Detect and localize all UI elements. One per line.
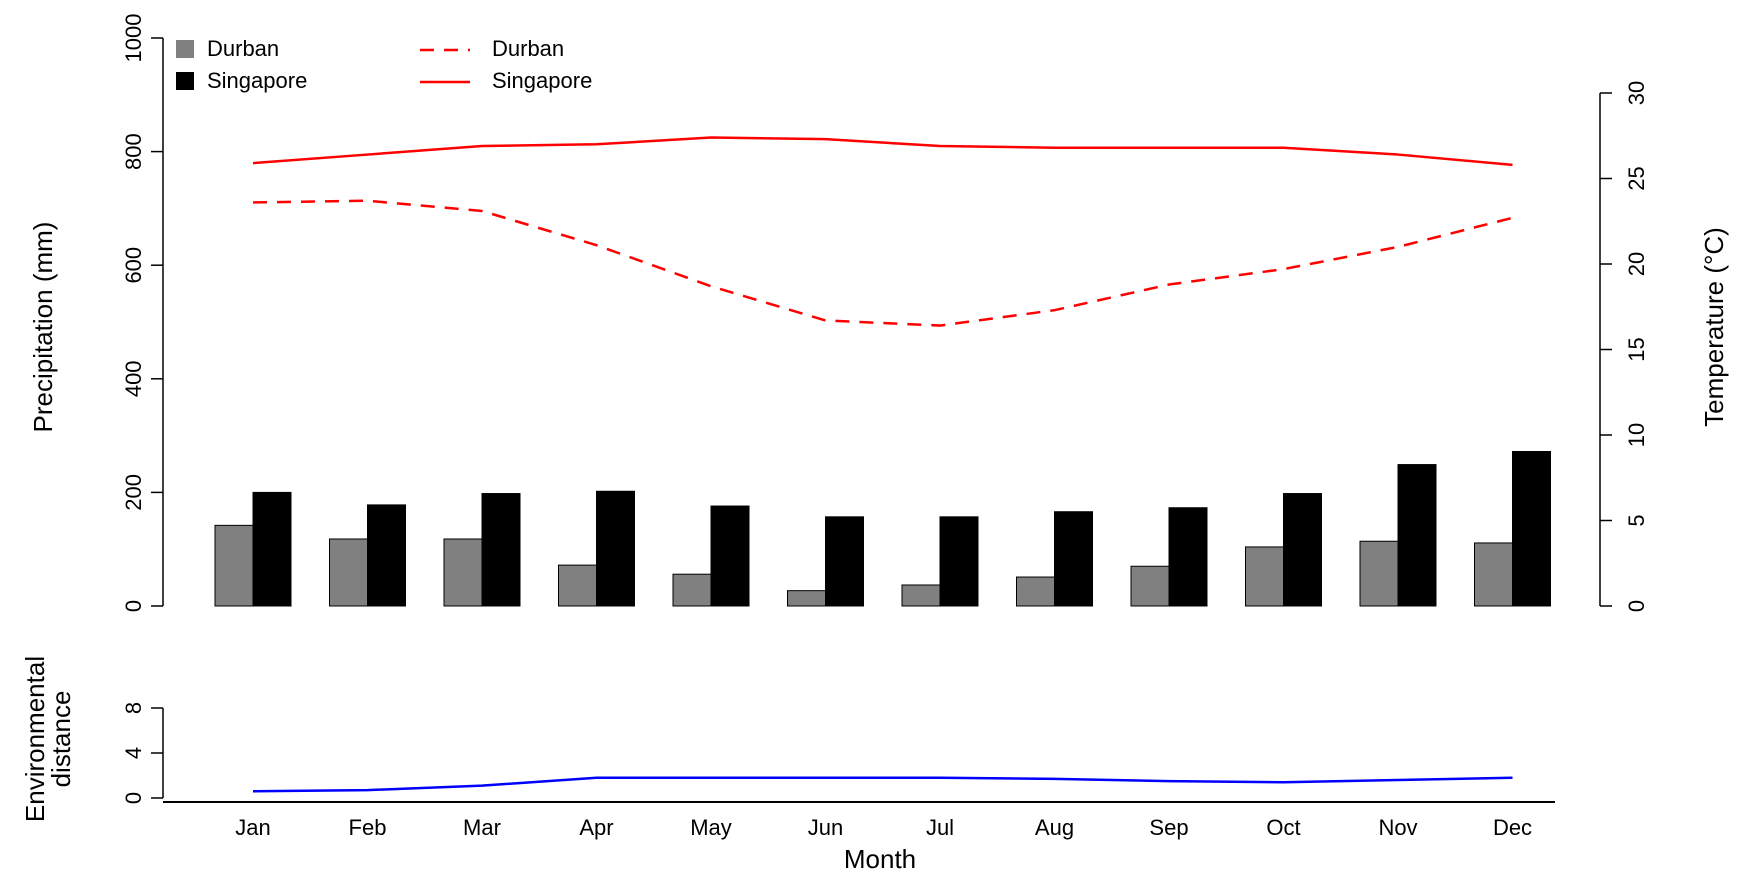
month-tick-label-jun: Jun [808,815,843,840]
bars-group [214,451,1551,607]
right-tick-label-5: 5 [1624,514,1649,526]
legend-label-line-durban: Durban [492,36,564,61]
bar-durban-jun [787,590,826,607]
bar-durban-feb [329,538,368,607]
month-tick-label-sep: Sep [1149,815,1188,840]
bar-durban-mar [443,538,483,607]
left-tick-label-200: 200 [121,474,146,511]
month-tick-label-feb: Feb [349,815,387,840]
bar-durban-jul [901,584,941,607]
bar-durban-oct [1245,546,1284,607]
bar-durban-may [672,573,712,607]
precipitation-axis-title: Precipitation (mm) [28,222,58,433]
month-tick-label-mar: Mar [463,815,501,840]
right-tick-label-10: 10 [1624,423,1649,447]
legend: Durban Singapore Durban Singapore [176,36,592,93]
bar-singapore-may [710,505,750,607]
distance-line-group [252,776,1513,793]
right-tick-label-30: 30 [1624,81,1649,105]
temperature-line-singapore-solid [252,136,1513,167]
bar-singapore-oct [1283,493,1322,607]
bar-durban-aug [1016,576,1055,607]
bar-singapore-aug [1054,511,1093,607]
right-tick-label-20: 20 [1624,252,1649,276]
month-tick-label-nov: Nov [1378,815,1417,840]
left-tick-label-400: 400 [121,360,146,397]
distance-tick-label-0: 0 [121,792,146,804]
bar-singapore-apr [596,490,635,607]
month-tick-label-jan: Jan [235,815,270,840]
precipitation-temperature-panel: 0 200 400 600 800 1000 0 5 10 15 20 25 30 Precipita… [28,14,1729,613]
month-tick-label-jul: Jul [926,815,954,840]
legend-swatch-durban [176,40,194,58]
temperature-lines-group [252,136,1513,327]
bar-singapore-dec [1512,451,1551,607]
distance-axis-title-line1: Environmental [20,656,50,822]
right-tick-label-15: 15 [1624,337,1649,361]
left-tick-label-1000: 1000 [121,14,146,63]
temperature-axis: 0 5 10 15 20 25 30 [1599,81,1649,612]
distance-axis: 0 4 8 [121,702,164,804]
right-tick-label-25: 25 [1624,166,1649,190]
bar-durban-dec [1474,542,1513,607]
legend-label-bar-durban: Durban [207,36,279,61]
bar-singapore-jan [252,491,292,607]
bar-singapore-mar [481,493,521,607]
legend-swatch-singapore [176,72,194,90]
distance-tick-label-4: 4 [121,747,146,759]
temperature-line-durban-dashed [252,199,1513,327]
bar-singapore-jul [939,516,979,607]
month-axis-title: Month [844,844,916,874]
bar-durban-jan [214,524,254,607]
bar-singapore-sep [1168,507,1208,607]
precipitation-axis: 0 200 400 600 800 1000 [121,14,164,612]
month-axis: Jan Feb Mar Apr May Jun Jul Aug Sep Oct Nov Dec [163,801,1555,840]
environmental-distance-panel: 0 4 8 Environmental distance Jan Feb Mar Apr M… [20,656,1555,874]
right-tick-label-0: 0 [1624,600,1649,612]
month-tick-label-oct: Oct [1266,815,1300,840]
month-tick-label-dec: Dec [1493,815,1532,840]
distance-axis-title-line2: distance [46,691,76,788]
distance-tick-label-8: 8 [121,702,146,714]
legend-label-line-singapore: Singapore [492,68,592,93]
bar-durban-sep [1130,565,1170,607]
bar-singapore-jun [825,516,864,607]
left-tick-label-600: 600 [121,247,146,284]
month-tick-label-aug: Aug [1035,815,1074,840]
temperature-axis-title: Temperature (°C) [1699,227,1729,427]
bar-durban-nov [1359,540,1399,607]
distance-line [252,776,1513,793]
left-tick-label-0: 0 [121,600,146,612]
bar-singapore-feb [367,504,406,607]
bar-singapore-nov [1397,464,1437,607]
bar-durban-apr [558,564,597,607]
left-tick-label-800: 800 [121,133,146,170]
month-tick-label-apr: Apr [579,815,613,840]
month-tick-label-may: May [690,815,732,840]
legend-label-bar-singapore: Singapore [207,68,307,93]
